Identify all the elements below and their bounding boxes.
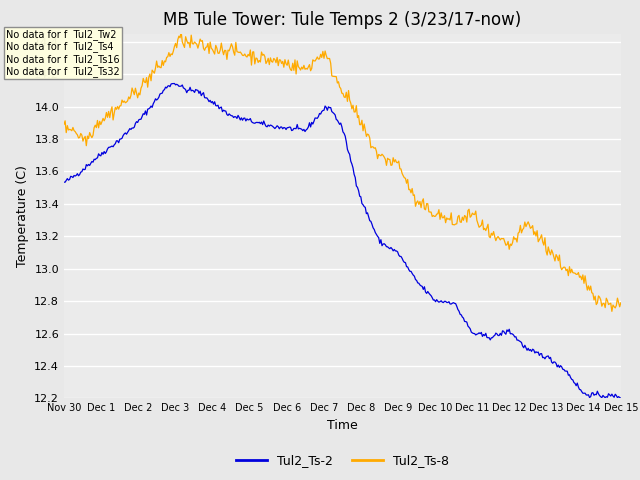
Tul2_Ts-2 [617, 396, 625, 401]
Tul2_Ts-2 [362, 211, 370, 216]
Tul2_Ts-8 [60, 121, 68, 127]
Tul2_Ts-8 [362, 133, 370, 139]
Tul2_Ts-2 [171, 81, 179, 86]
Tul2_Ts-8 [329, 73, 337, 79]
Y-axis label: Temperature (C): Temperature (C) [16, 165, 29, 267]
Tul2_Ts-2 [329, 109, 337, 115]
Line: Tul2_Ts-8: Tul2_Ts-8 [64, 32, 621, 312]
Tul2_Ts-2 [393, 248, 401, 254]
Tul2_Ts-2 [60, 179, 68, 185]
Tul2_Ts-8 [608, 309, 616, 314]
Tul2_Ts-8 [177, 29, 185, 35]
Line: Tul2_Ts-2: Tul2_Ts-2 [64, 84, 621, 398]
Tul2_Ts-2 [326, 105, 333, 110]
Tul2_Ts-8 [617, 300, 625, 306]
Tul2_Ts-2 [605, 391, 612, 396]
Tul2_Ts-8 [518, 230, 525, 236]
Tul2_Ts-2 [518, 340, 525, 346]
Text: No data for f  Tul2_Tw2
No data for f  Tul2_Ts4
No data for f  Tul2_Ts16
No data: No data for f Tul2_Tw2 No data for f Tul… [6, 29, 120, 77]
Tul2_Ts-8 [326, 56, 333, 61]
Title: MB Tule Tower: Tule Temps 2 (3/23/17-now): MB Tule Tower: Tule Temps 2 (3/23/17-now… [163, 11, 522, 29]
Tul2_Ts-8 [393, 159, 401, 165]
Tul2_Ts-8 [605, 302, 612, 308]
Legend: Tul2_Ts-2, Tul2_Ts-8: Tul2_Ts-2, Tul2_Ts-8 [231, 449, 454, 472]
X-axis label: Time: Time [327, 419, 358, 432]
